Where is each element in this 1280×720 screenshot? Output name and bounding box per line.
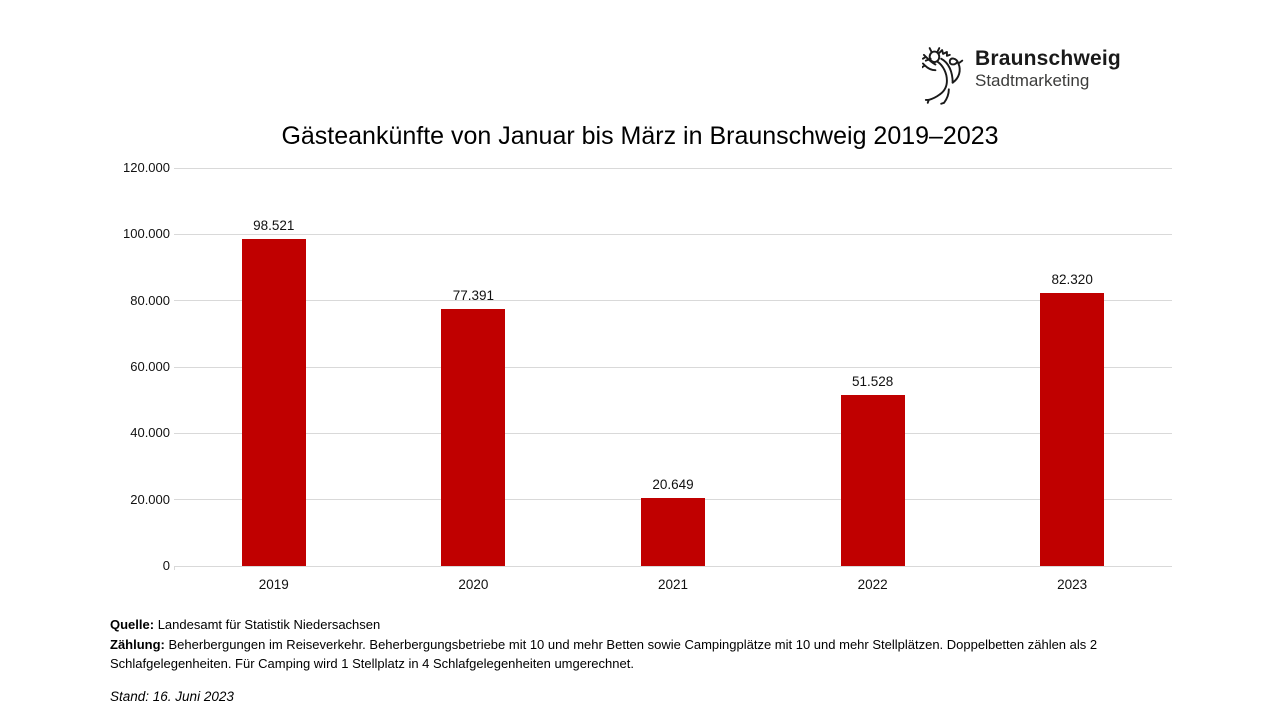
logo-brand: Braunschweig	[975, 47, 1121, 70]
y-tick-label: 120.000	[123, 160, 170, 175]
bar-2020	[441, 309, 506, 566]
bar-value-label: 82.320	[1051, 271, 1093, 287]
counting-note: Zählung: Beherbergungen im Reiseverkehr.…	[110, 635, 1218, 674]
source-label: Quelle:	[110, 617, 155, 632]
bar-2021	[641, 497, 705, 566]
gridline	[174, 167, 1172, 169]
bar-2022	[840, 395, 905, 566]
x-tick-label: 2022	[857, 577, 888, 592]
counting-label: Zählung:	[110, 636, 165, 652]
logo-subtitle: Stadtmarketing	[975, 71, 1090, 91]
footer-notes: Quelle: Landesamt für Statistik Niedersa…	[110, 615, 1218, 674]
counting-text: Beherbergungen im Reiseverkehr. Beherber…	[110, 636, 1098, 672]
source-note: Quelle: Landesamt für Statistik Niedersa…	[110, 615, 1218, 635]
x-tick-label: 2023	[1057, 577, 1088, 592]
y-tick-label: 60.000	[130, 359, 170, 374]
bar-value-label: 77.391	[452, 288, 495, 304]
gridline	[174, 233, 1172, 235]
y-tick-label: 100.000	[123, 226, 170, 242]
logo-text: Braunschweig Stadtmarketing	[975, 44, 1121, 90]
gridline	[174, 366, 1172, 368]
chart-title: Gästeankünfte von Januar bis März in Bra…	[281, 122, 999, 150]
y-tick-label: 80.000	[130, 292, 170, 308]
x-axis-baseline	[174, 565, 1172, 567]
gridline	[174, 432, 1172, 434]
y-tick-label: 40.000	[130, 425, 170, 441]
logo: Braunschweig Stadtmarketing	[922, 44, 1121, 106]
gridline	[174, 300, 1172, 302]
x-tick-label: 2020	[458, 577, 489, 592]
source-text: Landesamt für Statistik Niedersachsen	[154, 617, 381, 632]
bar-value-label: 98.521	[253, 218, 295, 234]
x-tick-label: 2019	[258, 577, 289, 592]
bar-2023	[1040, 292, 1105, 566]
bar-2019	[241, 239, 306, 566]
braunschweig-lion-icon	[922, 47, 964, 105]
y-tick-label: 20.000	[130, 491, 170, 507]
bar-value-label: 20.649	[652, 476, 694, 492]
y-axis-tick-mark	[174, 566, 175, 570]
bar-value-label: 51.528	[851, 374, 894, 390]
y-tick-label: 0	[162, 558, 170, 573]
x-tick-label: 2021	[657, 577, 689, 592]
stand-note: Stand: 16. Juni 2023	[110, 689, 234, 704]
